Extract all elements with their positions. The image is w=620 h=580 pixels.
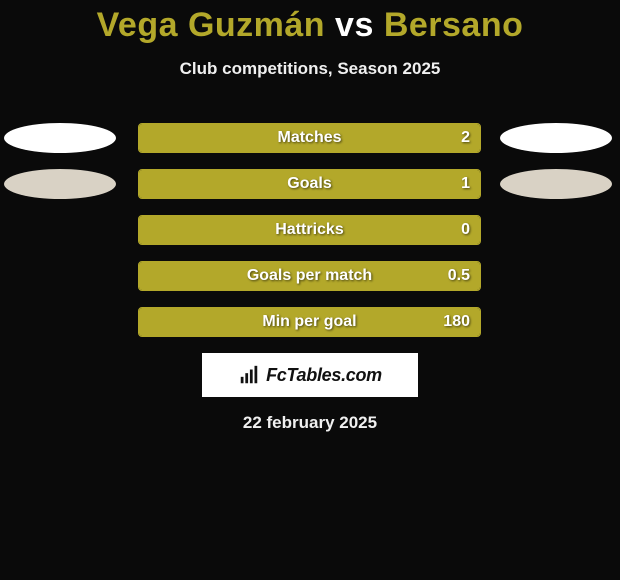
stats-container: Matches2 Goals1 Hattricks0 Goals per match0…	[0, 123, 620, 337]
stat-bar-fill	[139, 216, 480, 244]
page-title: Vega Guzmán vs Bersano	[0, 0, 620, 45]
left-player-marker	[4, 123, 116, 153]
stat-row: Goals1	[0, 169, 620, 199]
stat-bar-track: Hattricks0	[138, 215, 481, 245]
stat-bar-fill	[139, 308, 480, 336]
left-player-marker	[4, 169, 116, 199]
date-label: 22 february 2025	[0, 413, 620, 433]
right-player-marker	[500, 169, 612, 199]
stat-row: Min per goal180	[0, 307, 620, 337]
title-player2: Bersano	[384, 6, 524, 44]
bar-chart-icon	[238, 364, 260, 386]
stat-row: Hattricks0	[0, 215, 620, 245]
stat-bar-track: Goals per match0.5	[138, 261, 481, 291]
stat-row: Goals per match0.5	[0, 261, 620, 291]
title-player1: Vega Guzmán	[97, 6, 325, 44]
source-badge: FcTables.com	[202, 353, 418, 397]
title-vs: vs	[335, 6, 374, 44]
stat-bar-track: Matches2	[138, 123, 481, 153]
right-player-marker	[500, 123, 612, 153]
stat-bar-fill	[139, 262, 480, 290]
subtitle: Club competitions, Season 2025	[0, 59, 620, 79]
stat-row: Matches2	[0, 123, 620, 153]
stat-bar-fill	[139, 124, 480, 152]
stat-bar-fill	[139, 170, 480, 198]
stat-bar-track: Goals1	[138, 169, 481, 199]
badge-text: FcTables.com	[266, 365, 382, 386]
stat-bar-track: Min per goal180	[138, 307, 481, 337]
